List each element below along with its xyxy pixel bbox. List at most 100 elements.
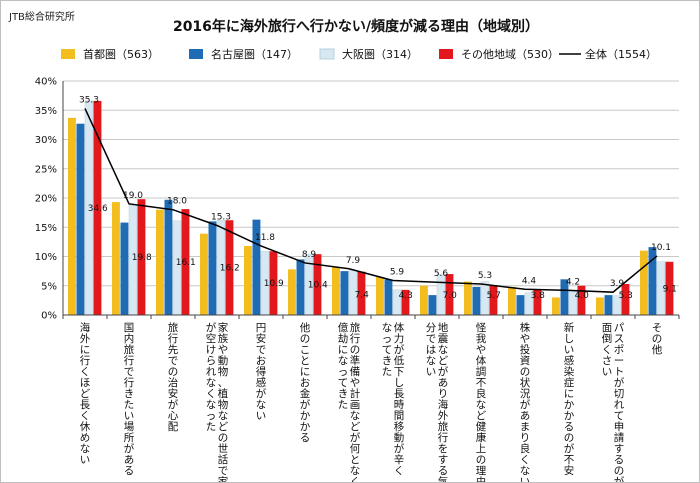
bar-value-label: 34.6 [88,204,108,214]
category-label-char: 投 [520,343,531,356]
bar [181,209,190,315]
category-label-char: 安 [256,332,267,345]
category-label-char: の [300,333,311,345]
category-label-char: 旅 [438,420,449,433]
category-label-char: 外 [438,410,449,422]
category-label-char: な [218,410,229,422]
line-value-label: 35.3 [79,95,99,105]
category-label-char: る [564,421,575,433]
category-label-char: 康 [476,431,487,444]
category-label-char: 準 [350,354,361,367]
category-label-char: 心 [168,410,179,422]
category-label-char: 力 [394,332,405,345]
category-label-char: が [124,442,135,455]
category-label-char: 我 [476,333,487,345]
category-label-char: や [218,344,229,356]
category-label-char: に [338,344,349,356]
category-label-char: 族 [218,332,229,345]
bar [200,233,208,315]
bar [376,276,384,315]
category-label-char: 海 [80,321,91,334]
line-value-label: 19.0 [123,191,143,201]
category-label-char: て [338,377,349,389]
category-label-char: 倒 [602,333,613,345]
category-label-char: し [564,333,575,345]
category-label-char: る [438,465,449,477]
category-label-char: り [438,388,449,400]
category-label-char: 不 [564,454,575,466]
bar [120,222,129,315]
category-label-char: 場 [124,420,135,433]
category-label-char: パ [614,322,625,334]
bar [76,123,85,315]
category-label-char: 植 [218,387,229,400]
category-label-char: ー [614,355,625,367]
y-tick-label: 15% [35,223,57,234]
category-label-char: れ [206,366,217,378]
bar-series [62,100,680,319]
category-label-char: か [564,410,575,422]
category-label-char: 安 [564,464,575,477]
category-label-char: 由 [476,475,487,482]
category-label-char: か [300,421,311,433]
category-label-char: 円 [256,322,267,334]
bar [420,285,428,315]
bar [288,269,296,315]
category-label-char: 配 [168,421,179,433]
bar [665,261,674,315]
category-label-char: と [350,454,361,466]
category-label-char: 面 [602,322,613,334]
bar [472,286,481,315]
bar-value-label: 9.1 [663,284,677,294]
category-label-char: 空 [206,332,217,345]
category-label-char: ど [218,421,229,433]
category-label-char: の [520,366,531,378]
category-label-char: 所 [124,432,135,444]
category-label-char: り [520,432,531,444]
bar [68,117,76,315]
category-label-char: が [614,475,625,482]
bar-value-label: 10.4 [308,281,328,291]
category-label-char: 染 [564,365,575,378]
category-label-char: 金 [300,387,311,400]
category-label-char: 良 [520,442,531,455]
category-label-char: 行 [80,354,91,367]
category-label-char: や [350,377,361,389]
category-label-char: な [350,410,361,422]
category-label-char: に [564,388,575,400]
category-label-char: 良 [476,387,487,400]
category-label-char: が [614,376,625,389]
category-label-char: 家 [218,475,229,482]
legend: 首都圏（563） 名古屋圏（147） 大阪圏（314） その他地域（530） 全体（15… [61,47,657,61]
category-label-char: 新 [564,321,575,334]
line-value-label: 5.9 [390,267,405,277]
bar [464,281,472,315]
category-label-char: た [124,399,135,411]
bar [516,295,525,315]
category-label-char: 動 [218,354,229,367]
category-label-char: る [124,465,135,477]
category-label-char: き [338,388,349,400]
category-label-char: が [438,365,449,378]
category-label-char: が [350,431,361,444]
category-label-char: で [426,333,437,345]
legend-label: 名古屋圏（147） [211,47,298,61]
line-value-label: 5.6 [434,269,449,279]
bar-value-label: 4.3 [399,291,413,301]
category-label-char: す [614,443,625,455]
category-label-char: 計 [350,387,361,400]
category-label-char: 状 [520,376,531,389]
legend-label: 全体（1554） [585,47,657,61]
category-label-char: い [256,410,267,422]
y-tick-label: 20% [35,194,57,205]
bar [596,297,604,315]
bar [560,279,569,315]
y-tick-label: 25% [35,164,57,175]
category-label-char: 画 [350,399,361,411]
category-label-char: 健 [476,421,487,433]
category-label-char: 話 [218,453,229,466]
category-label-char: 切 [614,388,625,400]
category-label-char: な [338,355,349,367]
category-label-char: ど [476,410,487,422]
category-label-char: く [80,366,91,378]
